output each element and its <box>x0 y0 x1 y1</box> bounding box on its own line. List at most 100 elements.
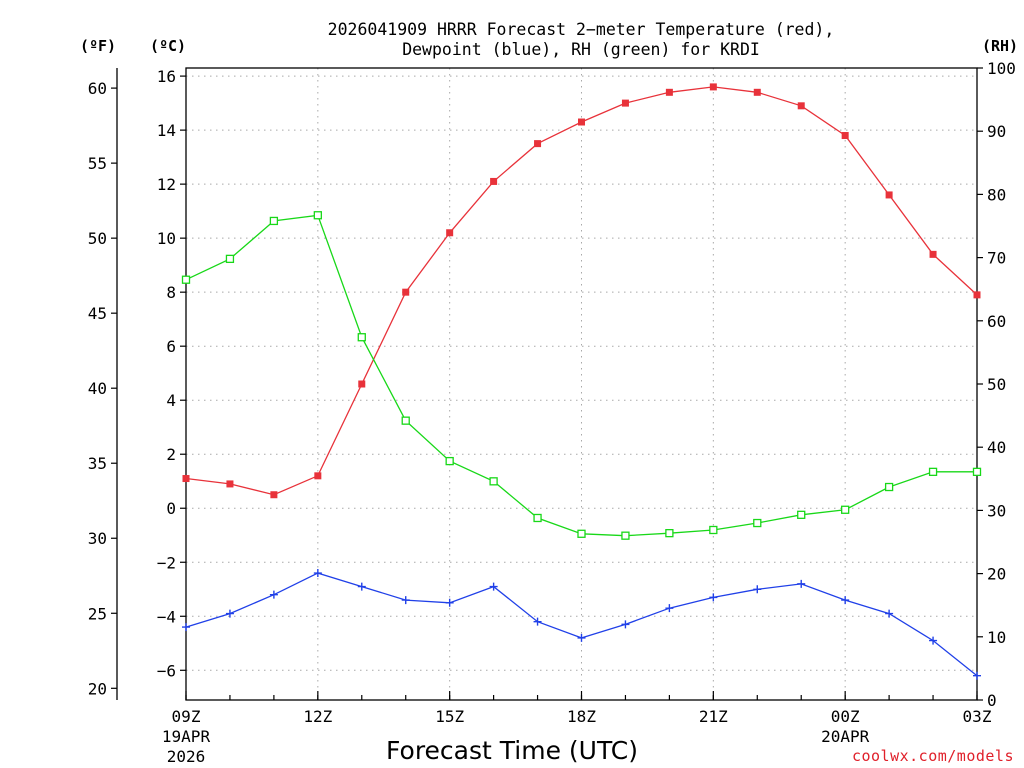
celsius-tick-label: −4 <box>157 607 176 626</box>
fahrenheit-tick-label: 60 <box>88 79 107 98</box>
rh-point <box>401 416 410 425</box>
rh-tick-label: 90 <box>987 122 1006 141</box>
rh-point <box>972 467 982 476</box>
dewpoint-point <box>885 609 894 618</box>
rh-point <box>841 505 850 514</box>
data-series <box>181 83 982 680</box>
rh-tick-label: 100 <box>987 59 1016 78</box>
dewpoint-point <box>401 596 410 605</box>
temperature-point <box>534 140 542 148</box>
dewpoint-point <box>577 633 586 642</box>
celsius-tick-label: 16 <box>157 67 176 86</box>
rh-point <box>313 211 322 220</box>
dewpoint-point <box>357 582 366 591</box>
fahrenheit-tick-label: 40 <box>88 379 107 398</box>
temperature-point <box>841 132 849 140</box>
x-tick-date-label: 20APR <box>821 727 870 746</box>
rh-point <box>709 525 718 535</box>
celsius-tick-label: 6 <box>166 337 176 356</box>
dewpoint-point <box>489 582 498 591</box>
rh-tick-label: 10 <box>987 628 1006 647</box>
x-tick-label: 09Z <box>172 707 201 726</box>
rh-point <box>357 333 366 342</box>
x-tick-date-label: 19APR <box>162 727 211 746</box>
rh-tick-label: 70 <box>987 249 1006 268</box>
dewpoint-point <box>269 590 278 599</box>
dewpoint-point <box>753 585 762 594</box>
rh-tick-label: 0 <box>987 691 997 710</box>
dewpoint-point <box>929 636 938 645</box>
celsius-tick-label: −2 <box>157 553 176 572</box>
grid-lines <box>186 68 977 700</box>
rh-tick-label: 60 <box>987 312 1006 331</box>
rh-point <box>797 510 806 519</box>
celsius-tick-label: 0 <box>166 499 176 518</box>
temperature-point <box>797 102 805 110</box>
rh-point <box>884 482 894 492</box>
rh-point <box>665 529 674 538</box>
rh-tick-label: 80 <box>987 185 1006 204</box>
rh-point <box>753 518 762 528</box>
chart-title-line-2: Dewpoint (blue), RH (green) for KRDI <box>402 40 760 59</box>
celsius-tick-label: 14 <box>157 121 176 140</box>
rh-point <box>489 477 498 486</box>
temperature-point <box>226 480 234 488</box>
fahrenheit-tick-label: 55 <box>88 154 107 173</box>
rh-point <box>621 531 630 540</box>
temperature-point <box>182 475 190 483</box>
dewpoint-point <box>841 596 850 605</box>
temperature-point <box>402 288 410 296</box>
fahrenheit-tick-label: 25 <box>88 604 107 623</box>
celsius-tick-label: 12 <box>157 175 176 194</box>
plot-frame <box>185 67 978 701</box>
celsius-tick-label: 10 <box>157 229 176 248</box>
fahrenheit-unit-label: (ºF) <box>80 37 116 55</box>
x-tick-label: 21Z <box>699 707 728 726</box>
rh-tick-label: 30 <box>987 501 1006 520</box>
temperature-point <box>665 88 673 96</box>
dewpoint-point <box>225 609 234 618</box>
fahrenheit-tick-label: 45 <box>88 304 107 323</box>
rh-point <box>445 456 454 466</box>
temperature-point <box>753 88 761 96</box>
dewpoint-point <box>313 569 322 578</box>
dewpoint-point <box>797 579 806 588</box>
rh-point <box>928 467 938 476</box>
celsius-unit-label: (ºC) <box>150 37 186 55</box>
fahrenheit-tick-label: 35 <box>88 454 107 473</box>
temperature-point <box>358 380 366 388</box>
x-tick-label: 03Z <box>963 707 992 726</box>
credit-text: coolwx.com/models <box>852 747 1014 765</box>
celsius-tick-label: 2 <box>166 445 176 464</box>
dewpoint-point <box>665 604 674 613</box>
dewpoint-point <box>709 593 718 602</box>
temperature-point <box>490 177 498 185</box>
celsius-tick-label: 8 <box>166 283 176 302</box>
temperature-point <box>446 229 454 237</box>
rh-point <box>181 275 191 284</box>
x-tick-label: 18Z <box>567 707 596 726</box>
dewpoint-point <box>445 598 454 607</box>
rh-tick-label: 50 <box>987 375 1006 394</box>
rh-tick-label: 20 <box>987 565 1006 584</box>
temperature-point <box>270 491 278 499</box>
x-tick-label: 00Z <box>831 707 860 726</box>
x-tick-label: 12Z <box>303 707 332 726</box>
temperature-point <box>709 83 717 91</box>
rh-point <box>269 216 279 226</box>
dewpoint-point <box>621 620 630 629</box>
dewpoint-point <box>182 623 190 632</box>
dewpoint-point <box>533 617 542 626</box>
rh-point <box>533 513 542 523</box>
temperature-point <box>929 250 937 258</box>
axes <box>111 67 983 701</box>
rh-point <box>225 254 235 264</box>
fahrenheit-tick-label: 30 <box>88 529 107 548</box>
temperature-point <box>621 99 629 107</box>
fahrenheit-tick-label: 50 <box>88 229 107 248</box>
x-axis-title: Forecast Time (UTC) <box>386 736 638 765</box>
dewpoint-point <box>973 671 981 680</box>
temperature-point <box>973 291 981 299</box>
tick-labels: −6 −4 −2 0 2 4 6 8 10 12 14 16 20 25 30 35 40 45 50 55 60 0 10… <box>88 59 1016 766</box>
